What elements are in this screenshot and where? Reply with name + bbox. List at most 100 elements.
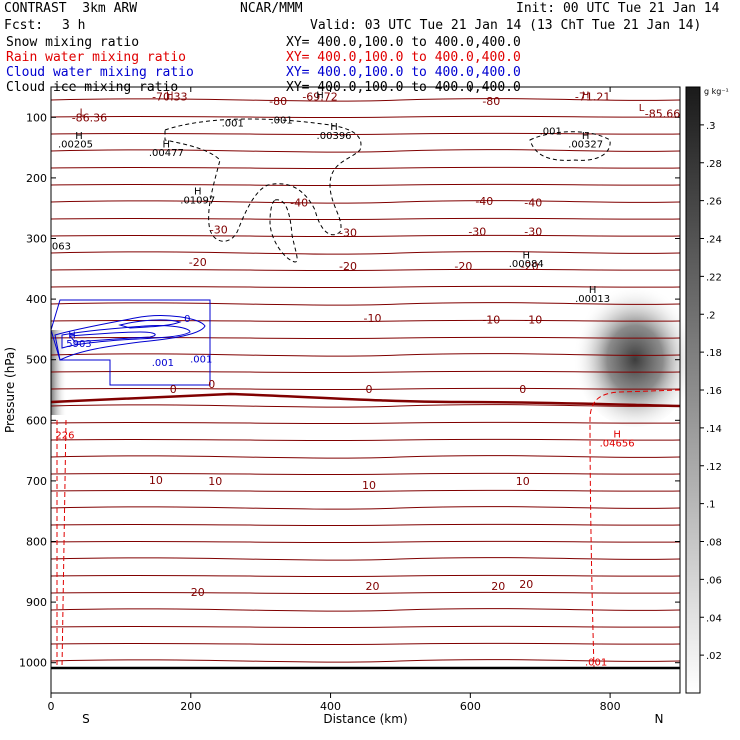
- temperature-contour: [50, 438, 681, 442]
- extremum-label: .00013: [575, 294, 610, 305]
- extremum-label: 0: [184, 314, 190, 325]
- extremum-label: 226: [55, 430, 74, 441]
- extremum-label: .00205: [58, 140, 93, 151]
- cloud-water-contour-core: [68, 331, 156, 343]
- temperature-contour: [50, 421, 681, 425]
- colorbar-tick-label: .26: [706, 197, 722, 208]
- header-model: CONTRAST 3km ARW: [4, 1, 138, 16]
- temperature-contour-label: -80: [482, 95, 500, 108]
- y-tick-label: 700: [26, 475, 47, 488]
- temperature-contour-label: -30: [339, 227, 357, 240]
- cloud-ice-contour-lobe: [269, 199, 298, 263]
- temperature-contour-label: -71.21: [575, 90, 610, 103]
- extremum-label: .00477: [149, 148, 184, 159]
- freezing-level-line: [50, 392, 681, 408]
- colorbar: .02 .04 .06 .08 .1 .12 .14 .16 .18 .2 .22 .24 .26 .28…: [685, 86, 729, 694]
- x-tick-label: 400: [320, 700, 341, 713]
- temperature-contour-label: -10: [524, 313, 542, 326]
- extremum-label: L: [80, 107, 86, 118]
- temperature-contour: [50, 268, 681, 272]
- x-tick-label: 0: [48, 700, 55, 713]
- colorbar-tick-label: .12: [706, 462, 722, 473]
- extremum-label: H: [194, 186, 202, 197]
- extremum-label: H: [582, 91, 590, 102]
- extremum-label: .001: [190, 355, 212, 366]
- temperature-contour-label: 20: [365, 580, 379, 593]
- cloud-water-contour-inner: [61, 325, 191, 349]
- temperature-contour: [50, 591, 681, 595]
- x-tick-label: 200: [180, 700, 201, 713]
- y-axis-label: Pressure (hPa): [3, 347, 17, 433]
- y-tick-label: 200: [26, 172, 47, 185]
- temperature-contour: [50, 659, 681, 663]
- temperature-contour-label: -20: [454, 260, 472, 273]
- colorbar-tick-label: .28: [706, 159, 722, 170]
- extremum-label: .001: [540, 126, 562, 137]
- y-tick-label: 100: [26, 111, 47, 124]
- extremum-label: .01097: [180, 195, 215, 206]
- temperature-contour-label: -69.72: [302, 90, 337, 103]
- extremum-label: .001: [271, 115, 293, 126]
- x-tick-label: 600: [460, 700, 481, 713]
- y-tick-label: 800: [26, 536, 47, 549]
- temperature-contour-label: -40: [290, 196, 308, 209]
- colorbar-tick-label: .02: [706, 651, 722, 662]
- temperature-contour: [50, 472, 681, 476]
- temperature-contour: [50, 506, 681, 510]
- temperature-contour: [50, 608, 681, 612]
- temperature-contour-label: -30: [210, 224, 228, 237]
- temperature-contour: [50, 234, 681, 238]
- y-tick-label: 600: [26, 414, 47, 427]
- extremum-label: H: [589, 285, 597, 296]
- temperature-contour-label: -85.66: [645, 107, 680, 120]
- temperature-contour: [50, 132, 681, 136]
- temperature-contour: [50, 353, 681, 357]
- temperature-contour: [50, 557, 681, 561]
- temperature-contour: [50, 98, 681, 102]
- temperature-contour-label: -70.33: [152, 90, 187, 103]
- y-tick-label: 500: [26, 354, 47, 367]
- cloud-water-contour: [54, 315, 206, 361]
- extremum-label: H: [330, 122, 338, 133]
- north-label: N: [655, 712, 664, 726]
- header-center: NCAR/MMM: [240, 1, 303, 16]
- temperature-contour-label: -86.36: [72, 112, 107, 125]
- temperature-contour-label: 20: [491, 580, 505, 593]
- plot-frame: [50, 86, 681, 694]
- temperature-contour: [50, 489, 681, 493]
- cloud-water-contour-lobe: [118, 319, 182, 329]
- temperature-contour: [50, 574, 681, 578]
- field-label-rain: Rain water mixing ratio: [6, 50, 187, 65]
- temperature-contour: [50, 217, 681, 221]
- temperature-contour-label: -20: [189, 256, 207, 269]
- extremum-label: .04656: [600, 438, 635, 449]
- extremum-label: 5903: [66, 339, 91, 350]
- extremum-label: .00327: [568, 140, 603, 151]
- colorbar-fill: [686, 87, 700, 693]
- colorbar-tick-label: .22: [706, 272, 722, 283]
- cloud-ice-contour-east: [529, 131, 611, 161]
- temperature-contour-label: 10: [208, 475, 222, 488]
- colorbar-tick-label: .3: [706, 121, 716, 132]
- header-fcst-label: Fcst:: [4, 18, 44, 33]
- colorbar-tick-label: .2: [706, 310, 716, 321]
- extremum-label: H: [613, 429, 621, 440]
- field-label-snow: Snow mixing ratio: [6, 35, 140, 50]
- extremum-label: H: [75, 131, 83, 142]
- colorbar-tick-label: .18: [706, 348, 722, 359]
- extremum-label: .001: [222, 118, 244, 129]
- temperature-contour: [50, 115, 681, 119]
- rain-water-contour-west-inner: [61, 419, 67, 669]
- rain-water-contour-east: [589, 389, 681, 669]
- colorbar-tick-label: .08: [706, 538, 722, 549]
- x-axis-label: Distance (km): [323, 712, 407, 726]
- field-xy-cloud-water: XY= 400.0,100.0 to 400.0,400.0: [286, 65, 521, 80]
- temperature-contour: [50, 183, 681, 187]
- temperature-contour: [50, 302, 681, 306]
- colorbar-tick-label: .14: [706, 424, 722, 435]
- colorbar-unit: g kg⁻¹: [704, 87, 729, 96]
- temperature-contour-label: 10: [362, 479, 376, 492]
- extremum-label: .00084: [509, 259, 544, 270]
- temperature-contour-label: -40: [524, 196, 542, 209]
- field-label-cloud-water: Cloud water mixing ratio: [6, 65, 194, 80]
